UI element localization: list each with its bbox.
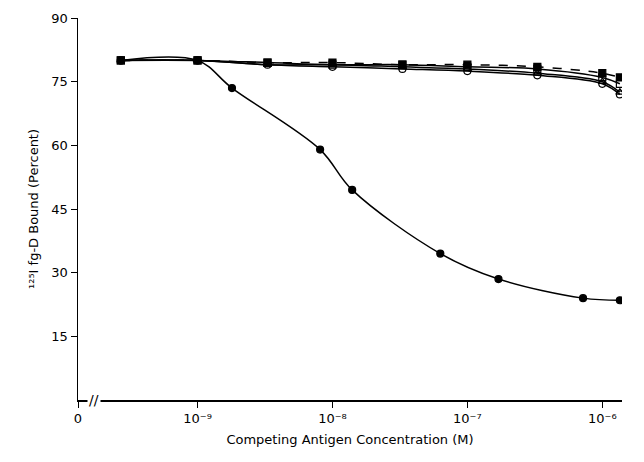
svg-text:0: 0: [74, 411, 82, 426]
svg-text:15: 15: [51, 329, 68, 344]
svg-text:90: 90: [51, 11, 68, 26]
svg-text:¹²⁵I fg-D Bound (Percent): ¹²⁵I fg-D Bound (Percent): [26, 129, 41, 289]
svg-text:45: 45: [51, 202, 68, 217]
svg-text://: //: [89, 392, 99, 408]
svg-text:10⁻⁶: 10⁻⁶: [588, 411, 617, 426]
svg-text:10⁻⁹: 10⁻⁹: [183, 411, 212, 426]
svg-text:75: 75: [51, 74, 68, 89]
svg-text:30: 30: [51, 265, 68, 280]
svg-text:Competing Antigen Concentratio: Competing Antigen Concentration (M): [226, 432, 473, 447]
svg-text:10⁻⁷: 10⁻⁷: [453, 411, 482, 426]
svg-text:60: 60: [51, 138, 68, 153]
svg-text:10⁻⁸: 10⁻⁸: [318, 411, 347, 426]
